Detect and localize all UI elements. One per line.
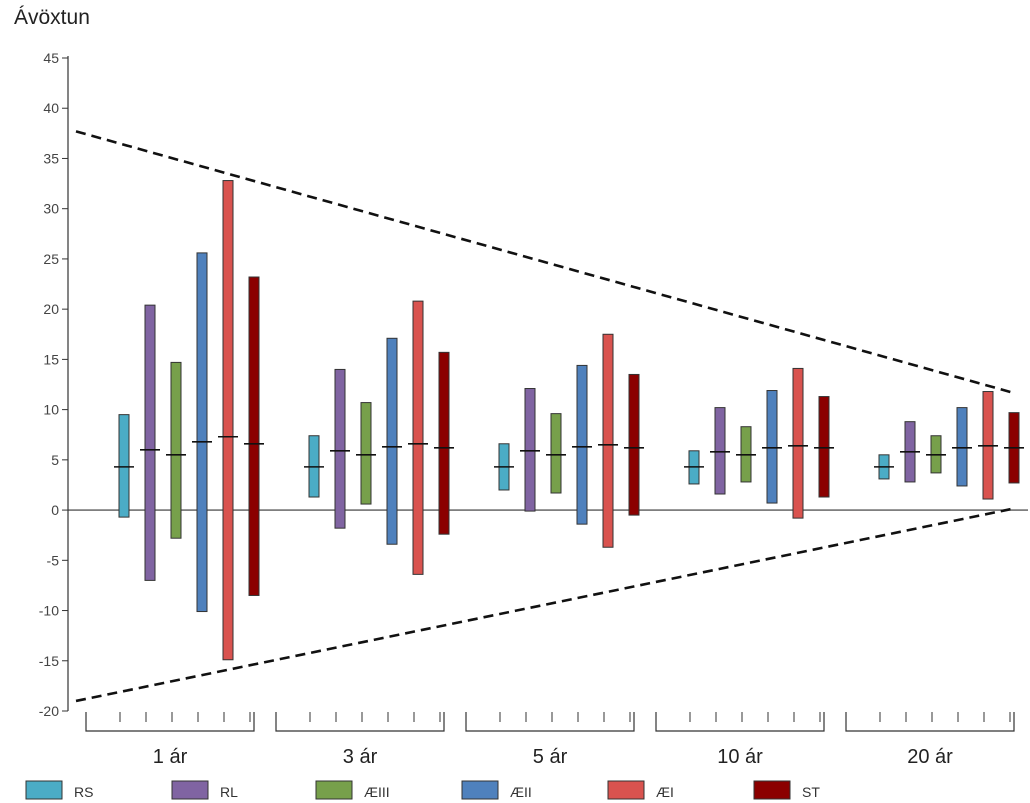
funnel-line-upper — [75, 130, 1017, 395]
y-tick-label: 30 — [43, 201, 59, 217]
legend-swatch — [753, 780, 791, 800]
y-tick-label: -10 — [39, 603, 59, 619]
funnel-lines — [75, 130, 1017, 703]
y-tick-label: 0 — [51, 502, 59, 518]
range-bar — [714, 407, 726, 495]
category-bracket — [655, 712, 825, 732]
range-bar — [766, 390, 778, 504]
range-bar — [334, 368, 346, 529]
y-tick-label: 45 — [43, 50, 59, 66]
range-bar — [170, 361, 182, 539]
range-bar — [222, 180, 234, 661]
range-bar — [438, 351, 450, 535]
range-bar — [118, 414, 130, 518]
category-bracket — [465, 712, 635, 732]
y-tick-label: 35 — [43, 150, 59, 166]
y-tick-label: -5 — [47, 552, 60, 568]
range-bar — [550, 413, 562, 494]
bars — [114, 180, 1024, 661]
legend-label: RL — [220, 784, 238, 800]
x-categories: 1 ár 3 ár 5 ár 10 ár 20 ár — [85, 712, 1015, 768]
range-bar — [792, 367, 804, 519]
range-bar — [248, 276, 260, 596]
legend: RS RL ÆIII ÆII ÆI ST — [25, 780, 820, 800]
x-category-label: 5 ár — [533, 746, 568, 768]
y-tick-label: 5 — [51, 452, 59, 468]
legend-label: ÆIII — [364, 784, 390, 800]
legend-swatch — [315, 780, 353, 800]
y-tick-label: 10 — [43, 402, 59, 418]
y-tick-label: -20 — [39, 703, 59, 719]
category-bracket — [275, 712, 445, 732]
legend-label: RS — [74, 784, 93, 800]
y-tick-label: -15 — [39, 653, 59, 669]
range-bar — [818, 396, 830, 498]
range-bar — [602, 333, 614, 548]
y-tick-label: 25 — [43, 251, 59, 267]
legend-swatch — [607, 780, 645, 800]
y-tick-label: 20 — [43, 301, 59, 317]
legend-swatch — [171, 780, 209, 800]
range-bar — [628, 373, 640, 516]
axes: -20 -15 -10 -5 0 5 10 15 20 25 30 35 40 45 — [39, 50, 1028, 719]
legend-swatch — [461, 780, 499, 800]
y-axis-title: Ávöxtun — [14, 6, 90, 29]
range-bar — [386, 337, 398, 545]
range-bar — [956, 407, 968, 487]
range-bar — [576, 364, 588, 525]
range-bar — [412, 300, 424, 575]
x-category-label: 20 ár — [907, 746, 953, 768]
category-bracket — [845, 712, 1015, 732]
legend-label: ÆI — [656, 784, 674, 800]
x-category-label: 10 ár — [717, 746, 763, 768]
range-bar — [144, 304, 156, 581]
x-category-label: 1 ár — [153, 746, 188, 768]
range-bar — [524, 388, 536, 512]
funnel-line-lower — [75, 506, 1017, 703]
y-tick-label: 40 — [43, 100, 59, 116]
legend-label: ÆII — [510, 784, 532, 800]
x-category-label: 3 ár — [343, 746, 378, 768]
y-tick-label: 15 — [43, 351, 59, 367]
legend-label: ST — [802, 784, 820, 800]
range-bar — [196, 252, 208, 613]
range-bar — [360, 402, 372, 505]
legend-swatch — [25, 780, 63, 800]
category-bracket — [85, 712, 255, 732]
